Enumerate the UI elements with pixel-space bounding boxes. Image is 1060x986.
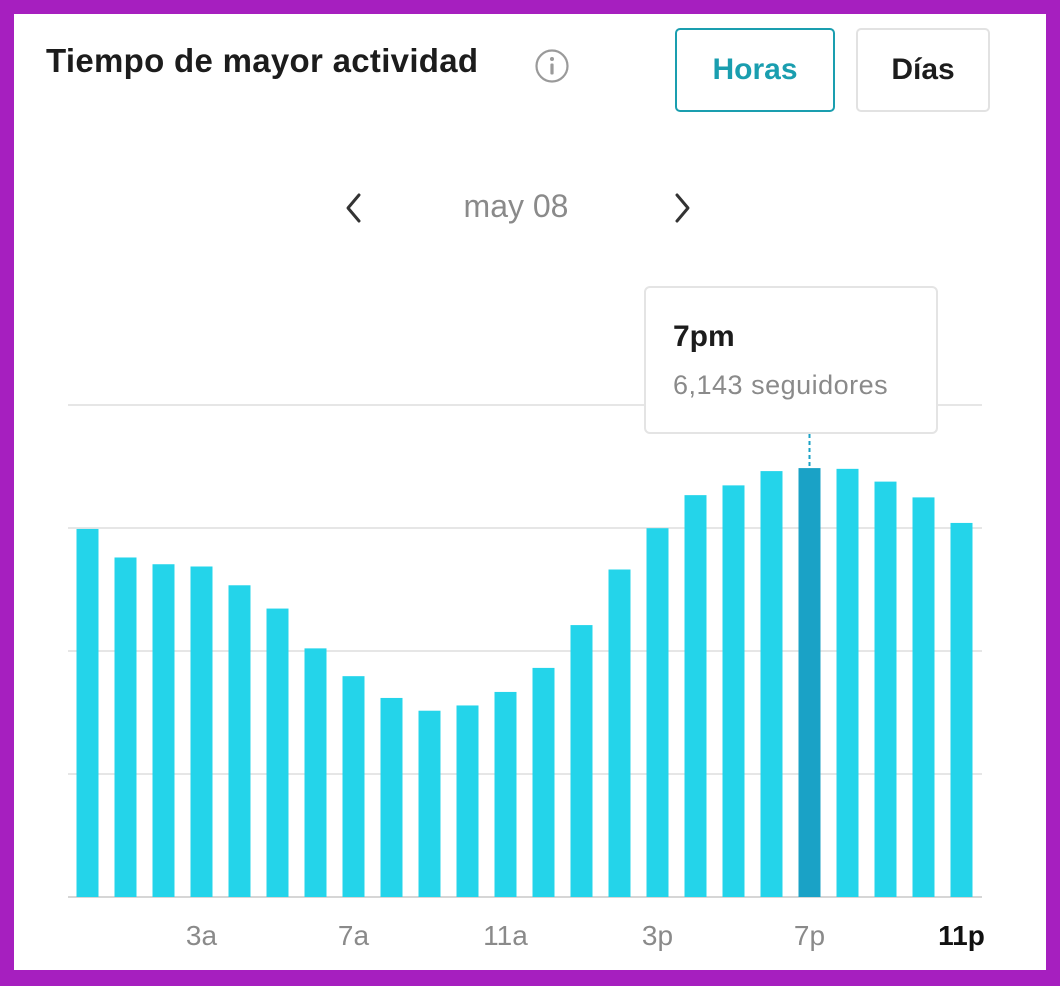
chevron-left-icon (346, 193, 361, 223)
bar[interactable] (950, 522, 973, 897)
bar[interactable] (684, 495, 707, 897)
bar[interactable] (418, 710, 441, 897)
chevron-right-icon (675, 193, 690, 223)
peak-activity-card (14, 14, 1046, 970)
tooltip-title: 7pm (673, 320, 735, 353)
bar[interactable] (836, 468, 859, 897)
prev-date-button[interactable] (334, 186, 374, 230)
bar-highlighted[interactable] (798, 468, 821, 897)
bar[interactable] (722, 485, 745, 897)
tab-horas[interactable]: Horas (675, 28, 835, 112)
x-tick-label: 11a (483, 920, 528, 951)
bar[interactable] (190, 566, 213, 897)
bar[interactable] (760, 471, 783, 897)
bar[interactable] (570, 625, 593, 897)
x-tick-label: 3a (186, 920, 218, 951)
page-title: Tiempo de mayor actividad (46, 42, 479, 79)
bar[interactable] (912, 497, 935, 897)
chart-tooltip: 7pm 6,143 seguidores (644, 286, 938, 434)
bar[interactable] (532, 667, 555, 897)
x-tick-label: 7a (338, 920, 370, 951)
bar[interactable] (266, 608, 289, 897)
bar[interactable] (494, 691, 517, 897)
bar[interactable] (456, 705, 479, 897)
bar[interactable] (380, 697, 403, 897)
bar[interactable] (228, 585, 251, 897)
bar[interactable] (152, 564, 175, 897)
x-tick-label: 3p (642, 920, 673, 951)
bar[interactable] (608, 569, 631, 897)
x-tick-label: 11p (938, 920, 985, 951)
bar[interactable] (874, 481, 897, 897)
date-label: may 08 (463, 188, 569, 224)
x-tick-label: 7p (794, 920, 825, 951)
tab-dias[interactable]: Días (856, 28, 990, 112)
next-date-button[interactable] (662, 186, 702, 230)
bar[interactable] (76, 528, 99, 897)
bar[interactable] (646, 528, 669, 897)
bar[interactable] (342, 676, 365, 897)
bar[interactable] (114, 557, 137, 897)
bar[interactable] (304, 648, 327, 897)
info-circle-icon[interactable] (534, 48, 570, 84)
tooltip-value: 6,143 seguidores (673, 370, 889, 400)
